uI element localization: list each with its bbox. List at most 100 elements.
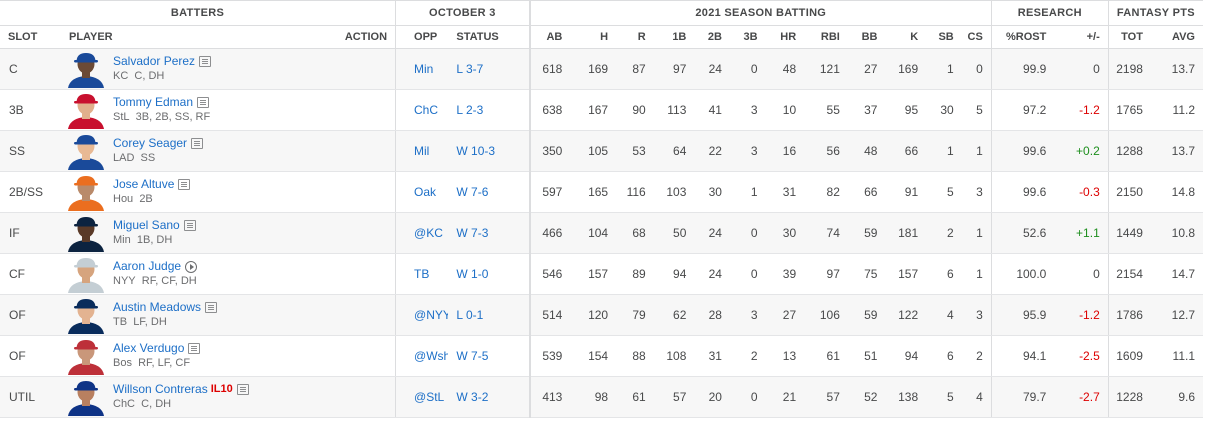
stat-sb: 4 (926, 294, 962, 336)
fantasy-total: 1786 (1108, 294, 1151, 336)
col-2b[interactable]: 2B (694, 25, 730, 49)
player-name-link[interactable]: Alex Verdugo (113, 341, 185, 355)
col-3b[interactable]: 3B (729, 25, 766, 49)
stat-cs: 5 (961, 89, 992, 131)
news-icon[interactable] (183, 220, 196, 231)
player-headshot[interactable] (66, 214, 106, 252)
player-name-link[interactable]: Corey Seager (113, 136, 188, 150)
stat-hr: 27 (765, 294, 805, 336)
col-player[interactable]: PLAYER (61, 25, 315, 49)
player-headshot[interactable] (66, 91, 106, 129)
player-name-link[interactable]: Willson Contreras (113, 382, 208, 396)
player-name-link[interactable]: Miguel Sano (113, 218, 180, 232)
col-h[interactable]: H (570, 25, 617, 49)
opponent-link[interactable]: @NYY (395, 294, 449, 336)
stat-r: 61 (616, 376, 654, 418)
news-icon[interactable] (197, 97, 210, 108)
game-result-link[interactable]: W 10-3 (448, 130, 531, 172)
rost-pct: 99.9 (991, 48, 1055, 90)
col-ab[interactable]: AB (529, 25, 571, 49)
col-sb[interactable]: SB (926, 25, 962, 49)
slot-cell: 3B (0, 89, 61, 131)
rost-pct: 52.6 (991, 212, 1055, 254)
col-status[interactable]: STATUS (448, 25, 531, 49)
col-plus-minus[interactable]: +/- (1054, 25, 1109, 49)
col-opp[interactable]: OPP (395, 25, 449, 49)
opponent-link[interactable]: ChC (395, 89, 449, 131)
slot-cell: OF (0, 294, 61, 336)
opponent-link[interactable]: Oak (395, 171, 449, 213)
game-result-link[interactable]: L 3-7 (448, 48, 531, 90)
player-headshot[interactable] (66, 50, 106, 88)
group-season-batting: 2021 SEASON BATTING (529, 0, 992, 26)
stat-2b: 24 (694, 253, 730, 295)
stat-1b: 94 (653, 253, 695, 295)
game-result-link[interactable]: L 2-3 (448, 89, 531, 131)
game-result-link[interactable]: W 7-5 (448, 335, 531, 377)
stat-hr: 30 (765, 212, 805, 254)
stat-2b: 30 (694, 171, 730, 213)
player-headshot[interactable] (66, 255, 106, 293)
opponent-link[interactable]: @StL (395, 376, 449, 418)
col-r[interactable]: R (616, 25, 654, 49)
col-slot[interactable]: SLOT (0, 25, 61, 49)
game-result-link[interactable]: W 3-2 (448, 376, 531, 418)
action-cell (314, 335, 397, 377)
col-hr[interactable]: HR (765, 25, 805, 49)
fantasy-avg: 12.7 (1150, 294, 1203, 336)
opponent-link[interactable]: TB (395, 253, 449, 295)
news-icon[interactable] (236, 384, 249, 395)
opponent-link[interactable]: Mil (395, 130, 449, 172)
game-result-link[interactable]: L 0-1 (448, 294, 531, 336)
rost-change: -0.3 (1054, 171, 1109, 213)
player-name-link[interactable]: Aaron Judge (113, 259, 182, 273)
news-icon[interactable] (178, 179, 191, 190)
stat-hr: 31 (765, 171, 805, 213)
col-cs[interactable]: CS (961, 25, 992, 49)
player-name-link[interactable]: Jose Altuve (113, 177, 175, 191)
player-name-link[interactable]: Salvador Perez (113, 54, 196, 68)
stat-cs: 3 (961, 171, 992, 213)
stat-h: 98 (570, 376, 617, 418)
col-rost[interactable]: %ROST (991, 25, 1055, 49)
news-icon[interactable] (188, 343, 201, 354)
stat-3b: 0 (729, 253, 766, 295)
stat-cs: 0 (961, 48, 992, 90)
table-row: 3B Tommy Edman StL 3B, 2B, SS, RF ChC L 2-3 6… (0, 89, 1203, 131)
stat-3b: 0 (729, 48, 766, 90)
player-name-link[interactable]: Austin Meadows (113, 300, 202, 314)
news-icon[interactable] (199, 56, 212, 67)
slot-cell: CF (0, 253, 61, 295)
news-icon[interactable] (205, 302, 218, 313)
opponent-link[interactable]: Min (395, 48, 449, 90)
stat-3b: 3 (729, 89, 766, 131)
player-headshot[interactable] (66, 337, 106, 375)
col-bb[interactable]: BB (847, 25, 886, 49)
player-name-link[interactable]: Tommy Edman (113, 95, 194, 109)
play-icon[interactable] (185, 260, 198, 273)
opponent-link[interactable]: @Wsh (395, 335, 449, 377)
col-avg[interactable]: AVG (1150, 25, 1203, 49)
col-tot[interactable]: TOT (1108, 25, 1151, 49)
opponent-link[interactable]: @KC (395, 212, 449, 254)
fantasy-avg: 13.7 (1150, 48, 1203, 90)
col-k[interactable]: K (885, 25, 927, 49)
player-headshot[interactable] (66, 132, 106, 170)
stat-k: 95 (885, 89, 927, 131)
slot-cell: IF (0, 212, 61, 254)
game-result-link[interactable]: W 1-0 (448, 253, 531, 295)
stat-h: 105 (570, 130, 617, 172)
player-team: Bos (113, 357, 132, 369)
news-icon[interactable] (191, 138, 204, 149)
player-headshot[interactable] (66, 296, 106, 334)
player-headshot[interactable] (66, 378, 106, 416)
col-1b[interactable]: 1B (653, 25, 695, 49)
rost-change: 0 (1054, 48, 1109, 90)
col-rbi[interactable]: RBI (804, 25, 848, 49)
game-result-link[interactable]: W 7-6 (448, 171, 531, 213)
player-headshot[interactable] (66, 173, 106, 211)
stat-1b: 57 (653, 376, 695, 418)
stat-hr: 13 (765, 335, 805, 377)
stat-rbi: 61 (804, 335, 848, 377)
game-result-link[interactable]: W 7-3 (448, 212, 531, 254)
